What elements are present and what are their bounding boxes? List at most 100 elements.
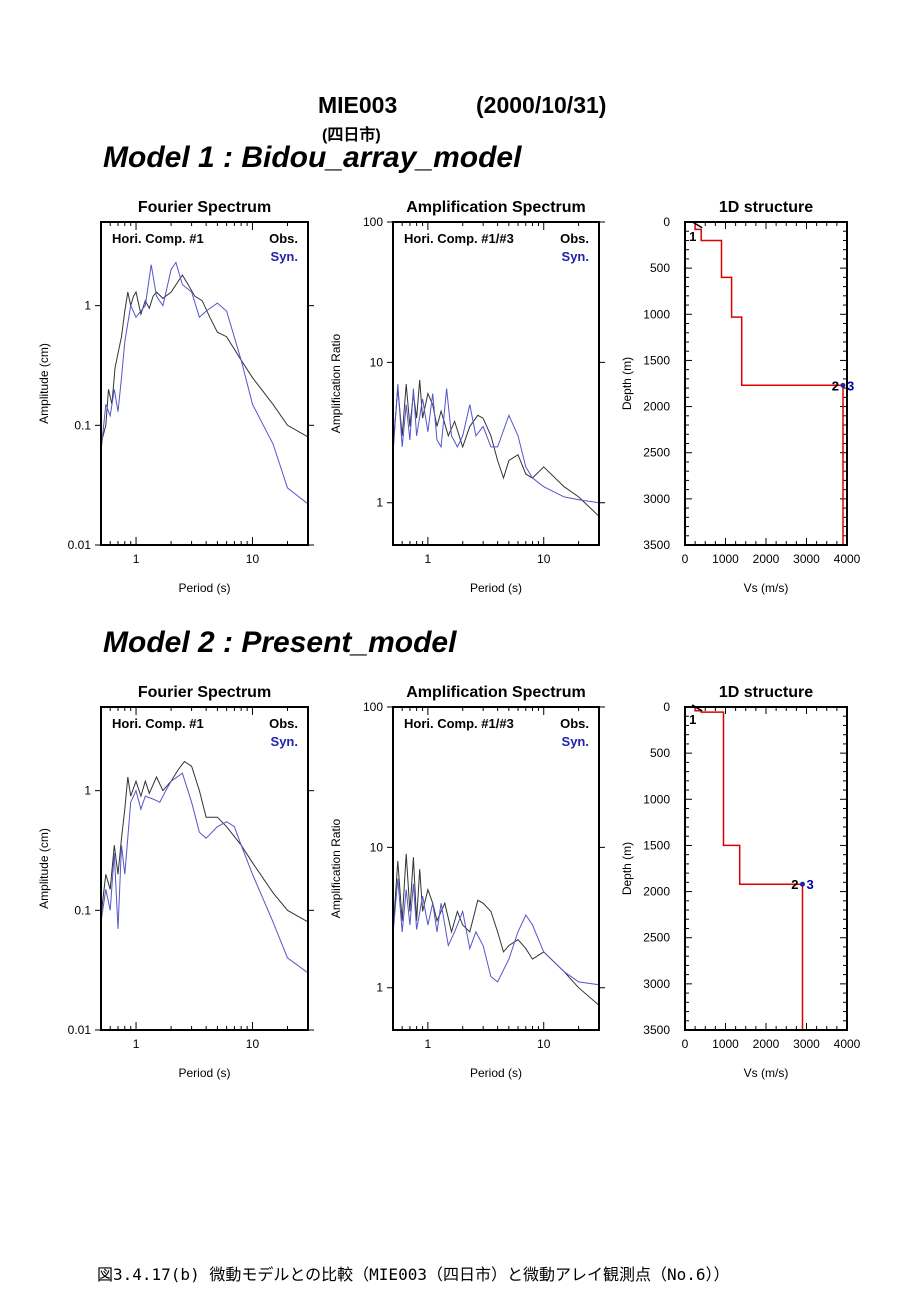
model1-structure-title: 1D structure [719, 199, 813, 216]
model2-structure-ytick-label: 3500 [643, 1023, 670, 1037]
model1-amplification-legend-obs: Obs. [560, 231, 589, 246]
model1-amplification-ytick-label: 1 [376, 496, 383, 510]
model2-structure-xtick-label: 2000 [753, 1037, 780, 1051]
model2-fourier-series-obs [101, 760, 308, 923]
model1-structure-xtick-label: 3000 [793, 552, 820, 566]
model1-fourier-legend-label: Hori. Comp. #1 [112, 231, 204, 246]
model2-amplification-xlabel: Period (s) [470, 1066, 522, 1080]
model2-structure-marker-point [799, 881, 805, 887]
model2-amplification-ytick-label: 1 [376, 981, 383, 995]
model2-structure-xtick-label: 3000 [793, 1037, 820, 1051]
model2-structure-xtick-label: 4000 [834, 1037, 861, 1051]
model2-fourier-legend-label: Hori. Comp. #1 [112, 716, 204, 731]
model2-fourier-ytick-label: 1 [84, 784, 91, 798]
model2-fourier-ylabel: Amplitude (cm) [37, 828, 51, 909]
model2-structure-marker-3-label: 3 [806, 877, 813, 892]
model2-amplification-legend-syn: Syn. [562, 734, 589, 749]
model2-amplification-panel: 1 10 100 1 10 Amplification Spectrum Period (s… [329, 684, 605, 1080]
model1-amplification-frame [392, 221, 600, 546]
model2-structure-vs-profile [694, 707, 804, 1030]
event-date: (2000/10/31) [476, 92, 607, 118]
model-1-title: Model 1 : Bidou_array_model [103, 141, 522, 174]
model2-structure-ytick-label: 0 [663, 700, 670, 714]
model-2-title: Model 2 : Present_model [103, 626, 457, 659]
model1-structure-marker-1-label: 1 [689, 229, 696, 244]
model2-fourier-xlabel: Period (s) [178, 1066, 230, 1080]
model2-fourier-legend-obs: Obs. [269, 716, 298, 731]
model2-structure-ytick-label: 1500 [643, 838, 670, 852]
figure-caption: 図3.4.17(b) 微動モデルとの比較（MIE003（四日市）と微動アレイ観測… [97, 1265, 730, 1284]
model1-structure-vs-profile [694, 222, 844, 545]
model2-structure-xtick-label: 1000 [712, 1037, 739, 1051]
model1-structure-ytick-label: 0 [663, 215, 670, 229]
model2-fourier-xtick-label: 1 [133, 1037, 140, 1051]
model2-amplification-legend-label: Hori. Comp. #1/#3 [404, 716, 514, 731]
model1-fourier-series-obs [101, 274, 308, 445]
model2-amplification-series-syn [393, 878, 599, 986]
model2-structure-ytick-label: 1000 [643, 792, 670, 806]
model1-structure-panel: 0 1000 2000 3000 4000 0 500 1000 1500 2000 2500 300… [620, 199, 861, 595]
model1-amplification-legend-label: Hori. Comp. #1/#3 [404, 231, 514, 246]
model1-fourier-xtick-label: 1 [133, 552, 140, 566]
model1-structure-xtick-label: 4000 [834, 552, 861, 566]
model1-fourier-xtick-label: 10 [246, 552, 260, 566]
model2-structure-ylabel: Depth (m) [620, 842, 634, 895]
model2-fourier-series-syn [101, 772, 308, 974]
model1-fourier-xlabel: Period (s) [178, 581, 230, 595]
model1-fourier-ytick-label: 0.1 [74, 418, 91, 432]
model2-amplification-ytick-label: 10 [370, 840, 384, 854]
model1-fourier-panel: 0.01 0.1 1 1 10 Fourier Spectrum Period (s) Amp… [37, 199, 314, 595]
model2-amplification-title: Amplification Spectrum [406, 684, 586, 701]
model1-structure-ytick-label: 2000 [643, 400, 670, 414]
model1-amplification-ytick-label: 10 [370, 355, 384, 369]
model1-amplification-xtick-label: 10 [537, 552, 551, 566]
model1-amplification-ylabel: Amplification Ratio [329, 333, 343, 433]
model1-amplification-panel: 1 10 100 1 10 Amplification Spectrum Period (s… [329, 199, 605, 595]
model1-fourier-ytick-label: 0.01 [68, 538, 92, 552]
model2-fourier-title: Fourier Spectrum [138, 684, 271, 701]
model1-structure-marker-3-label: 3 [847, 378, 854, 393]
model2-structure-title: 1D structure [719, 684, 813, 701]
model2-fourier-panel: 0.01 0.1 1 1 10 Fourier Spectrum Period (s) Amp… [37, 684, 314, 1080]
model1-structure-ytick-label: 3500 [643, 538, 670, 552]
model2-amplification-xtick-label: 1 [425, 1037, 432, 1051]
model1-amplification-xtick-label: 1 [425, 552, 432, 566]
model2-amplification-legend-obs: Obs. [560, 716, 589, 731]
model1-fourier-series-syn [101, 261, 308, 505]
model1-structure-ytick-label: 500 [650, 261, 670, 275]
model1-amplification-series-syn [393, 384, 599, 504]
model2-structure-panel: 0 1000 2000 3000 4000 0 500 1000 1500 2000 2500 300… [620, 684, 861, 1080]
model2-fourier-ytick-label: 0.1 [74, 903, 91, 917]
model1-fourier-legend-syn: Syn. [271, 249, 298, 264]
model1-fourier-legend-obs: Obs. [269, 231, 298, 246]
model2-amplification-xtick-label: 10 [537, 1037, 551, 1051]
model2-structure-frame [684, 706, 848, 1031]
model1-amplification-ytick-label: 100 [363, 215, 383, 229]
model2-amplification-ytick-label: 100 [363, 700, 383, 714]
model1-fourier-ytick-label: 1 [84, 299, 91, 313]
station-city: (四日市) [322, 127, 381, 144]
model1-structure-ytick-label: 2500 [643, 446, 670, 460]
model1-fourier-ylabel: Amplitude (cm) [37, 343, 51, 424]
model1-fourier-title: Fourier Spectrum [138, 199, 271, 216]
model2-structure-ytick-label: 3000 [643, 977, 670, 991]
model2-structure-ytick-label: 2000 [643, 885, 670, 899]
model2-amplification-series-obs [393, 853, 599, 1006]
model2-structure-xlabel: Vs (m/s) [744, 1066, 789, 1080]
model1-amplification-legend-syn: Syn. [562, 249, 589, 264]
model1-structure-ytick-label: 1000 [643, 307, 670, 321]
model2-structure-xtick-label: 0 [682, 1037, 689, 1051]
model1-structure-marker-point [840, 382, 846, 388]
model2-fourier-xtick-label: 10 [246, 1037, 260, 1051]
model1-fourier-frame [100, 221, 309, 546]
model1-structure-xtick-label: 2000 [753, 552, 780, 566]
model2-amplification-frame [392, 706, 600, 1031]
model2-structure-marker-1-label: 1 [689, 712, 696, 727]
model1-structure-xlabel: Vs (m/s) [744, 581, 789, 595]
model1-structure-xtick-label: 0 [682, 552, 689, 566]
model1-amplification-series-obs [393, 379, 599, 517]
model1-structure-ytick-label: 1500 [643, 353, 670, 367]
station-code: MIE003 [318, 92, 398, 118]
model2-fourier-frame [100, 706, 309, 1031]
